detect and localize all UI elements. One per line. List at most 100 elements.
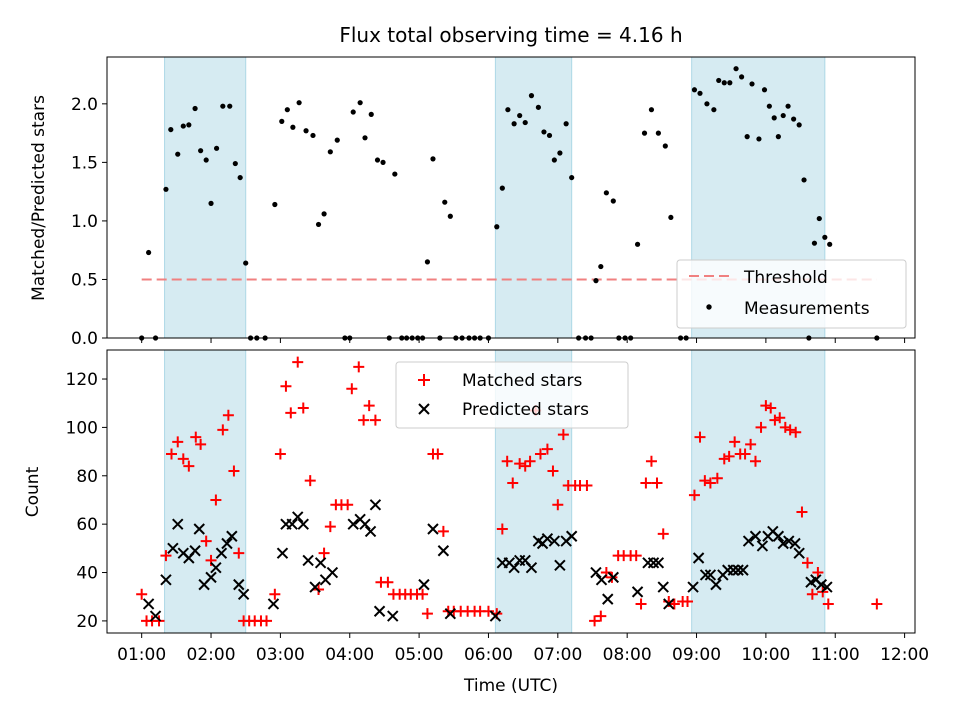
top-x-ticks: [141, 338, 906, 343]
matched-star-point: [210, 494, 222, 506]
matched-star-point: [524, 455, 536, 467]
matched-star-point: [382, 576, 394, 588]
top-legend-box: [676, 259, 907, 329]
matched-star-point: [635, 598, 647, 610]
measurement-point: [522, 119, 528, 126]
measurement-point: [303, 128, 309, 134]
predicted-star-point: [727, 564, 739, 576]
matched-star-point: [172, 436, 184, 448]
measurement-point: [175, 151, 181, 157]
predicted-star-point: [789, 537, 801, 550]
predicted-star-point: [205, 571, 217, 584]
predicted-star-point: [737, 564, 749, 576]
measurement-point: [546, 132, 553, 139]
predicted-star-point: [772, 530, 785, 542]
predicted-star-point: [541, 532, 554, 545]
predicted-star-point: [565, 530, 578, 542]
measurement-point: [442, 199, 448, 205]
predicted-star-point: [193, 523, 205, 535]
measurement-point: [569, 174, 575, 181]
x-tick-label: 02:00: [187, 645, 236, 665]
measurement-point: [321, 211, 327, 217]
predicted-star-point: [233, 578, 245, 591]
measurement-point: [237, 174, 243, 181]
measurement-point: [796, 122, 802, 128]
measurement-point: [180, 123, 186, 129]
matched-star-point: [501, 455, 513, 467]
predicted-star-point: [373, 605, 386, 617]
measurement-point: [827, 241, 833, 247]
predicted-star-point: [687, 581, 699, 593]
matched-star-point: [723, 450, 735, 462]
matched-star-point: [547, 465, 559, 477]
matched-star-point: [812, 567, 824, 579]
measurement-point: [721, 80, 727, 86]
predicted-star-point: [631, 586, 644, 598]
matched-star-point: [274, 448, 286, 460]
measurement-point: [499, 185, 505, 191]
matched-star-point: [417, 588, 429, 600]
observing-window-1: [164, 349, 247, 634]
measurement-point: [310, 132, 316, 139]
matched-star-point: [437, 525, 449, 537]
y-tick-label: 120: [66, 370, 98, 390]
measurement-point: [634, 241, 641, 247]
matched-star-point: [765, 402, 777, 414]
y-tick-label: 1.5: [71, 153, 98, 173]
matched-star-point: [749, 455, 761, 467]
measurement-point: [198, 148, 204, 154]
measurement-point: [756, 136, 762, 142]
predicted-star-point: [221, 537, 233, 550]
matched-star-point: [353, 361, 365, 373]
legend-predicted-swatch: [418, 403, 430, 415]
chart-title: Flux total observing time = 4.16 h: [339, 23, 682, 47]
y-tick-label: 80: [76, 467, 98, 487]
predicted-star-point: [326, 566, 339, 579]
predicted-star-point: [742, 535, 755, 547]
measurement-point: [535, 104, 541, 110]
predicted-star-point: [215, 547, 228, 559]
matched-star-point: [589, 615, 601, 627]
predicted-star-point: [237, 588, 250, 601]
top-panel: 0.00.51.01.52.0 Matched/Predicted stars …: [29, 56, 916, 349]
predicted-star-point: [160, 574, 172, 586]
predicted-star-point: [172, 518, 184, 530]
measurement-point: [598, 263, 604, 270]
matched-star-point: [769, 414, 781, 426]
predicted-star-point: [692, 552, 705, 564]
matched-star-point: [233, 547, 245, 559]
measurement-point: [213, 145, 220, 151]
measurement-point: [163, 186, 169, 192]
measurement-point: [697, 90, 703, 96]
predicted-star-point: [369, 499, 382, 511]
matched-star-point: [217, 424, 229, 436]
matched-star-point: [790, 426, 802, 438]
measurement-point: [511, 121, 517, 127]
measurement-point: [505, 107, 511, 113]
predicted-star-points: [142, 499, 833, 622]
predicted-star-point: [756, 540, 769, 552]
matched-star-point: [166, 448, 178, 460]
matched-star-point: [557, 429, 569, 441]
predicted-star-point: [267, 598, 280, 610]
x-axis-label: Time (UTC): [463, 676, 558, 696]
x-tick-label: 07:00: [533, 645, 582, 665]
measurement-point: [811, 240, 818, 246]
measurement-point: [380, 159, 386, 165]
y-tick-label: 40: [76, 564, 98, 584]
predicted-star-point: [142, 598, 155, 610]
matched-star-point: [640, 477, 652, 489]
measurement-point: [655, 130, 661, 136]
measurement-point: [593, 278, 599, 284]
legend-measurements-swatch: [706, 304, 712, 310]
measurement-point: [641, 130, 648, 136]
matched-star-point: [739, 448, 751, 460]
predicted-star-point: [525, 561, 538, 574]
matched-star-point: [711, 472, 723, 484]
matched-star-point: [324, 521, 336, 533]
predicted-star-point: [292, 511, 304, 523]
measurement-point: [744, 134, 750, 140]
matched-star-point: [718, 453, 730, 465]
matched-star-point: [729, 436, 741, 448]
measurement-point: [192, 105, 198, 112]
